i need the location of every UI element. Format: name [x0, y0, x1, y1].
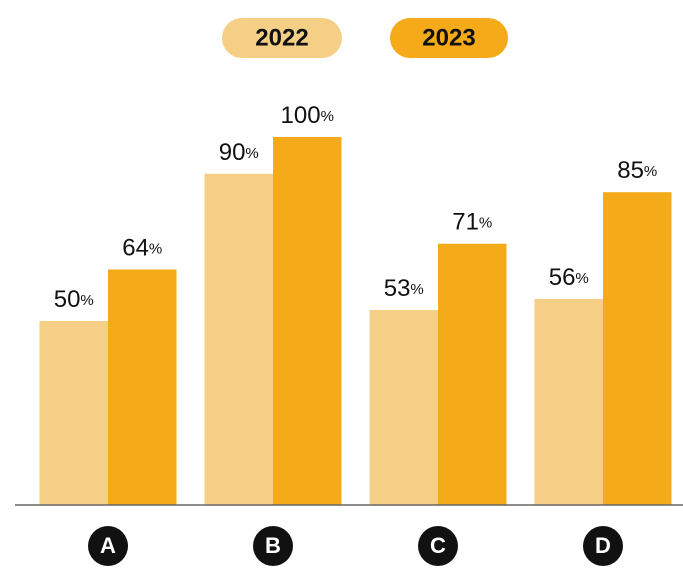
bar: [603, 192, 672, 505]
category-badge: [88, 526, 128, 566]
bar: [108, 269, 177, 505]
bar: [438, 243, 507, 505]
legend-pill: [222, 18, 342, 58]
value-label: 64%: [122, 235, 162, 262]
legend-label: 2023: [422, 24, 475, 51]
x-tick-label: B: [265, 533, 281, 558]
bar: [273, 137, 342, 505]
bar: [204, 173, 273, 506]
legend-pill: [390, 18, 508, 58]
value-label: 90%: [219, 139, 259, 166]
x-tick-label: D: [595, 533, 611, 558]
category-badge: [253, 526, 293, 566]
value-label: 50%: [54, 286, 94, 313]
x-tick-label: A: [100, 533, 116, 558]
value-label: 85%: [617, 158, 657, 185]
category-badge: [418, 526, 458, 566]
x-tick-label: C: [430, 533, 446, 558]
bar: [534, 298, 603, 505]
bar: [369, 309, 438, 505]
value-label: 71%: [452, 209, 492, 236]
value-label: 53%: [384, 275, 424, 302]
bar: [39, 321, 108, 505]
category-badge: [583, 526, 623, 566]
value-label: 56%: [549, 264, 589, 291]
value-label: 100%: [281, 102, 334, 129]
legend-label: 2022: [255, 24, 308, 51]
